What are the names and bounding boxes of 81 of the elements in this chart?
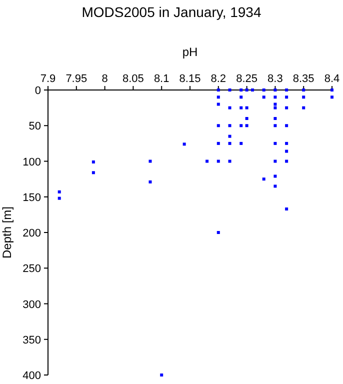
point [274,102,277,106]
y-tick-label: 250 [22,263,41,276]
point [274,142,277,145]
x-tick-label: 8.1 [154,73,170,85]
point [274,106,277,110]
point [274,88,277,92]
point [148,180,152,184]
y-tick-label: 400 [22,370,41,382]
point [228,160,232,163]
point [330,88,334,92]
y-tick-label: 350 [22,334,41,346]
point [240,142,243,145]
y-tick-label: 0 [34,85,41,97]
point [240,124,243,128]
y-tick-label: 300 [22,298,41,311]
point [330,96,334,99]
y-tick-label: 100 [22,156,41,168]
x-tick-label: 8.05 [122,73,144,85]
point [216,96,220,99]
point [274,124,277,128]
point [245,88,248,92]
point [240,88,243,92]
point [216,142,220,145]
point [160,374,164,376]
point [58,196,61,200]
point [216,231,220,234]
point [250,88,254,92]
point [302,88,306,92]
point [285,106,288,110]
point [274,184,277,188]
point [285,160,288,163]
point [285,88,288,92]
point [262,178,266,181]
y-tick-label: 150 [22,192,41,204]
x-tick-label: 8.35 [292,73,314,85]
point [245,117,248,120]
y-tick-label: 50 [28,120,41,133]
x-tick-label: 8.3 [268,73,283,85]
point [285,207,288,210]
x-tick-label: 8.25 [236,73,258,85]
point [285,124,288,128]
point [274,174,277,178]
point [216,160,220,163]
point [245,124,248,128]
point [274,96,277,99]
point [228,142,232,145]
point [262,96,266,99]
point [228,124,232,128]
x-tick-label: 8.15 [179,73,201,85]
point [58,190,61,194]
point [274,117,277,120]
x-tick-label: 8.4 [324,73,340,85]
point [216,102,220,106]
point [285,96,288,99]
point [228,88,232,92]
point [245,106,248,110]
y-axis-title: Depth [m] [0,206,14,259]
point [206,160,209,163]
point [228,134,232,138]
x-tick-label: 7.95 [66,73,88,85]
x-tick-label: 8.2 [210,73,226,85]
point [302,96,306,99]
point [92,160,95,164]
y-tick-label: 200 [22,228,41,240]
point [240,96,243,99]
x-axis-title: pH [182,45,198,59]
x-tick-label: 8 [102,73,108,85]
point [285,142,288,145]
point [216,124,220,128]
point [228,106,232,110]
chart-title: MODS2005 in January, 1934 [82,4,262,20]
point [285,150,288,153]
x-tick-label: 7.9 [40,73,56,85]
point [216,88,220,92]
point [92,171,95,174]
point [302,106,306,110]
point [240,106,243,110]
point [148,160,152,163]
point [274,160,277,163]
point [182,142,186,146]
point [262,88,266,92]
